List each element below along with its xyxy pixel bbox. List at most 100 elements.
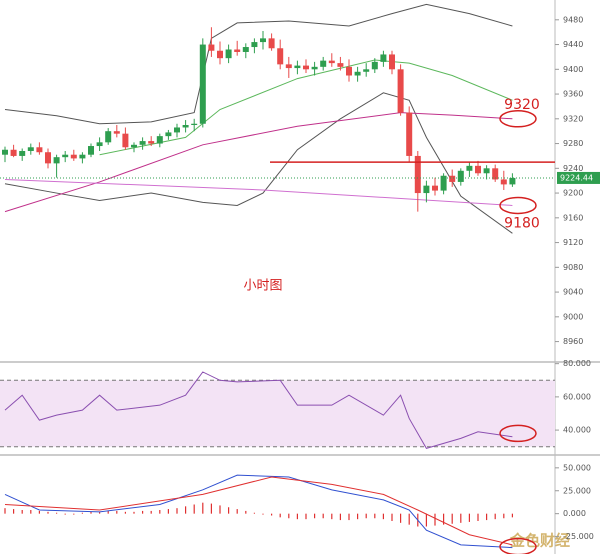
candle-body (432, 185, 438, 191)
histogram-bar (443, 513, 445, 525)
histogram-bar (391, 513, 393, 521)
candle-body (53, 157, 60, 164)
band-fill (0, 380, 555, 447)
histogram-bar (38, 510, 40, 514)
candle-body (113, 131, 120, 134)
watermark: 金色财经 (509, 532, 570, 550)
candle-body (268, 38, 275, 49)
candle-body (328, 60, 335, 64)
histogram-bar (193, 504, 195, 514)
histogram-bar (460, 513, 462, 523)
indicator-line (4, 178, 513, 206)
histogram-bar (296, 513, 298, 520)
histogram-bar (210, 503, 212, 514)
candle-body (165, 132, 172, 137)
candle-body (10, 149, 17, 156)
y-tick-label: 9400 (563, 65, 583, 74)
candle-body (457, 170, 464, 182)
histogram-bar (185, 506, 187, 514)
annotation-label: 9180 (504, 215, 540, 231)
histogram-bar (382, 513, 384, 520)
indicator-line (4, 92, 513, 234)
histogram-bar (124, 511, 126, 514)
candle-body (363, 69, 370, 72)
chart-label: 小时图 (243, 279, 282, 294)
candle-body (320, 60, 327, 67)
candle-body (466, 165, 473, 171)
candle-body (423, 185, 430, 194)
last-price-label: 9224.44 (560, 173, 593, 182)
y-tick-label: 9040 (563, 288, 583, 297)
candle-body (346, 66, 352, 76)
candle-body (509, 177, 516, 185)
candle-body (62, 154, 69, 158)
histogram-bar (339, 513, 341, 521)
y-tick-label: 25.000 (563, 486, 591, 495)
histogram-bar (468, 513, 470, 522)
annotation-ellipse (499, 196, 537, 215)
histogram-bar (202, 502, 204, 514)
histogram-bar (477, 513, 479, 521)
histogram-bar (150, 510, 152, 514)
candle-body (389, 54, 395, 70)
y-tick-label: 9160 (563, 213, 583, 222)
candle-body (225, 49, 232, 59)
candle-body (303, 65, 309, 70)
candle-body (191, 123, 198, 125)
y-tick-label: 9440 (563, 40, 583, 49)
candle-body (311, 66, 318, 70)
candle-body (122, 133, 129, 148)
histogram-bar (331, 513, 333, 520)
indicator-line (4, 476, 513, 546)
y-tick-label: 9200 (563, 189, 583, 198)
histogram-bar (357, 513, 359, 520)
annotation-ellipse (499, 537, 537, 554)
candle-body (182, 124, 189, 128)
y-tick-label: -25.000 (563, 532, 594, 541)
candle-body (449, 175, 456, 182)
candle-body (277, 48, 284, 65)
candle-body (294, 65, 301, 69)
candle-body (148, 141, 155, 144)
candle-body (475, 165, 481, 174)
annotation-ellipse (499, 424, 537, 443)
histogram-bar (322, 513, 324, 519)
histogram-bar (288, 513, 290, 519)
y-tick-label: 9360 (563, 90, 583, 99)
candle-body (242, 47, 249, 52)
histogram-bar (279, 513, 281, 518)
histogram-bar (408, 513, 410, 525)
histogram-bar (236, 509, 238, 514)
annotation-ellipse (499, 110, 537, 128)
y-tick-label: 9120 (563, 238, 583, 247)
histogram-bar (30, 510, 32, 514)
indicator-line (4, 3, 513, 125)
histogram-bar (486, 513, 488, 521)
candle-body (2, 149, 8, 155)
candle-body (36, 147, 43, 153)
histogram-bar (159, 510, 161, 514)
histogram-bar (305, 513, 307, 520)
candle-body (234, 49, 241, 52)
histogram-bar (116, 510, 118, 514)
candle-body (45, 152, 51, 164)
histogram-bar (176, 508, 178, 514)
histogram-bar (99, 511, 101, 514)
histogram-bar (228, 507, 230, 514)
candle-body (88, 146, 94, 155)
y-tick-label: 9000 (563, 312, 583, 321)
candle-body (27, 147, 34, 151)
y-tick-label: 9280 (563, 139, 583, 148)
candle-body (131, 144, 137, 148)
histogram-bar (348, 513, 350, 521)
histogram-bar (245, 510, 247, 514)
indicator-line (4, 112, 513, 213)
histogram-bar (503, 513, 505, 519)
y-tick-label: 8960 (563, 337, 583, 346)
annotation-label: 9320 (504, 97, 540, 113)
indicator-line (4, 371, 513, 449)
candle-body (174, 127, 180, 133)
histogram-bar (142, 510, 144, 514)
candle-body (139, 141, 146, 145)
